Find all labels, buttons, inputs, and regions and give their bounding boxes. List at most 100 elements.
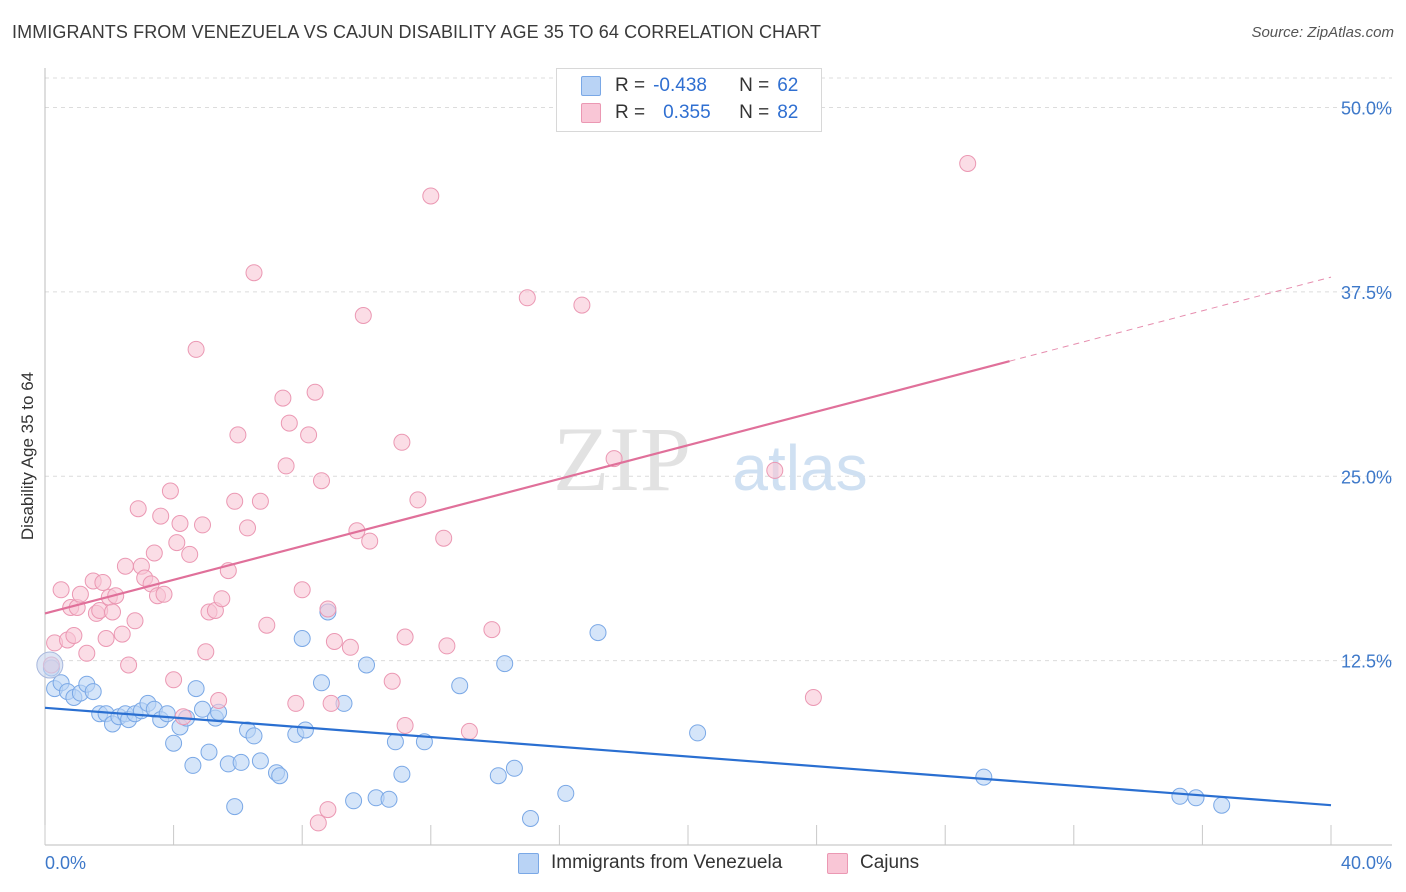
- cajun-point: [341, 638, 359, 656]
- cajun-point: [766, 461, 784, 479]
- venezuela-point: [1171, 787, 1189, 805]
- cajun-point: [287, 694, 305, 712]
- cajun-point: [145, 544, 163, 562]
- cajun-point: [251, 492, 269, 510]
- chart-title: IMMIGRANTS FROM VENEZUELA VS CAJUN DISAB…: [12, 22, 822, 42]
- r-value: 0.355: [663, 102, 711, 123]
- cajun-point: [116, 557, 134, 575]
- r-label: R =: [615, 102, 646, 123]
- venezuela-point: [194, 700, 211, 718]
- venezuela-legend-swatch: [518, 852, 539, 874]
- cajun-point: [239, 519, 256, 537]
- x-tick-label: 0.0%: [45, 853, 86, 873]
- n-label: N =: [739, 75, 770, 96]
- venezuela-point: [313, 674, 330, 692]
- cajun-point: [300, 426, 318, 444]
- n-value: 62: [777, 75, 799, 96]
- cajun-trend-line: [44, 360, 1010, 615]
- venezuela-point: [271, 767, 289, 785]
- cajun-point: [210, 692, 228, 709]
- legend-label-venezuela: Immigrants from Venezuela: [551, 852, 783, 873]
- venezuela-point: [245, 727, 263, 745]
- cajun-point: [319, 801, 337, 819]
- cajun-point: [319, 600, 337, 618]
- cajun-point: [573, 296, 591, 314]
- cajun-point: [187, 340, 205, 358]
- cajun-point: [396, 628, 414, 646]
- cajun-point: [155, 585, 173, 603]
- cajuns-swatch: [581, 103, 601, 123]
- r-value: -0.438: [653, 75, 707, 96]
- cajun-point: [460, 722, 478, 740]
- venezuela-point: [522, 810, 539, 827]
- venezuela-point: [226, 798, 244, 816]
- watermark-atlas: atlas: [732, 432, 867, 504]
- cajun-point: [438, 637, 456, 655]
- stats-row-cajuns: R = 0.355 N = 82: [581, 101, 798, 125]
- venezuela-swatch: [581, 76, 601, 96]
- venezuela-point: [393, 765, 411, 783]
- cajun-point: [393, 433, 411, 451]
- venezuela-point: [345, 792, 363, 810]
- cajun-point: [435, 529, 453, 547]
- cajun-point: [78, 644, 96, 662]
- cajun-point: [213, 590, 231, 608]
- stats-legend: R = -0.438 N = 62 R = 0.355 N = 82: [556, 68, 822, 132]
- cajun-point: [161, 482, 179, 500]
- n-value: 82: [777, 102, 799, 123]
- cajun-point: [71, 585, 89, 603]
- cajun-point: [383, 672, 401, 690]
- venezuela-point: [386, 733, 404, 751]
- venezuela-point: [296, 721, 314, 739]
- cajun-point: [174, 708, 192, 726]
- cajun-point: [129, 500, 147, 518]
- y-tick-label: 37.5%: [1341, 283, 1392, 303]
- n-label: N =: [739, 102, 770, 123]
- cajun-point: [104, 603, 121, 621]
- venezuela-point: [251, 752, 269, 770]
- cajun-point: [126, 612, 144, 630]
- cajun-point: [165, 671, 183, 689]
- cajun-point: [306, 383, 324, 401]
- venezuela-point: [496, 655, 514, 673]
- cajun-point: [518, 289, 536, 307]
- cajun-point: [483, 621, 501, 639]
- cajun-point: [226, 492, 244, 510]
- cajun-point: [258, 616, 276, 634]
- cajun-point: [171, 515, 189, 532]
- cajun-point: [120, 656, 138, 674]
- cajun-point: [959, 155, 977, 172]
- cajun-point: [97, 630, 115, 647]
- legend-label-cajuns: Cajuns: [860, 852, 920, 873]
- venezuela-point: [358, 656, 375, 674]
- cajun-point: [197, 643, 215, 661]
- cajun-trend-line-extension: [1009, 276, 1332, 362]
- legend-item-venezuela[interactable]: Immigrants from Venezuela: [518, 852, 782, 874]
- cajun-point: [354, 307, 372, 324]
- legend-item-cajuns[interactable]: Cajuns: [827, 852, 919, 874]
- cajun-point: [168, 534, 186, 552]
- venezuela-point: [489, 767, 507, 785]
- grid-lines: [45, 77, 1392, 662]
- cajun-point: [322, 694, 340, 712]
- y-tick-label: 25.0%: [1341, 467, 1392, 487]
- venezuela-point: [380, 790, 398, 808]
- venezuela-point: [1187, 789, 1205, 807]
- cajun-point: [293, 581, 311, 599]
- cajun-point: [361, 532, 379, 550]
- watermark: ZIP atlas: [553, 408, 868, 510]
- venezuela-point: [158, 705, 176, 723]
- cajun-point: [181, 545, 199, 563]
- axes: [44, 68, 1392, 846]
- cajun-point: [277, 457, 295, 475]
- venezuela-point: [84, 683, 102, 701]
- venezuela-point: [184, 756, 202, 774]
- cajun-point: [245, 264, 263, 282]
- venezuela-point: [187, 680, 205, 698]
- cajun-point: [65, 627, 83, 644]
- venezuela-point: [293, 630, 311, 647]
- cajun-point: [152, 507, 170, 525]
- cajun-point: [94, 574, 112, 591]
- venezuela-point: [975, 768, 993, 786]
